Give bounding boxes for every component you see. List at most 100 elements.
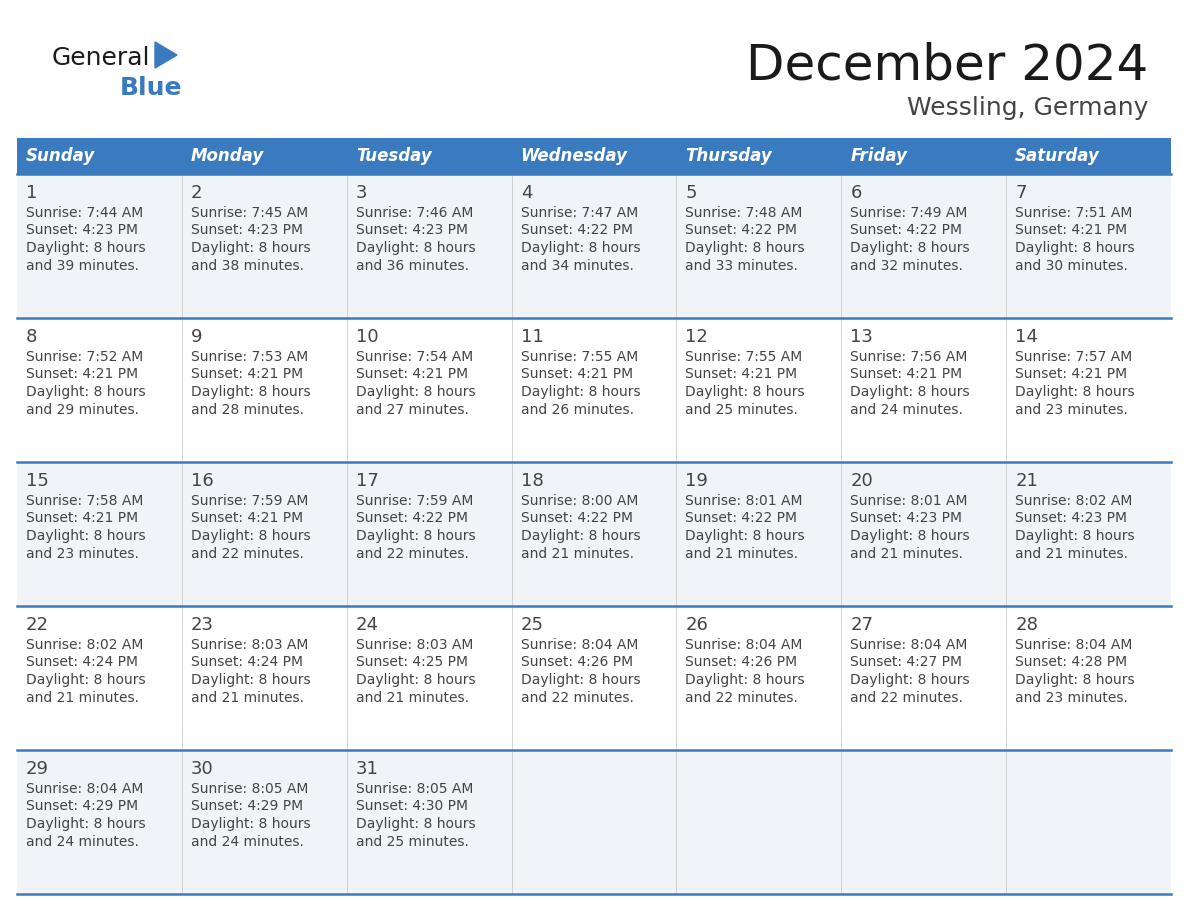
Text: Monday: Monday bbox=[191, 147, 264, 165]
Bar bbox=[17, 138, 182, 174]
Text: Daylight: 8 hours: Daylight: 8 hours bbox=[26, 817, 146, 831]
Text: Tuesday: Tuesday bbox=[355, 147, 431, 165]
Text: Wessling, Germany: Wessling, Germany bbox=[906, 96, 1148, 120]
Text: Sunrise: 7:51 AM: Sunrise: 7:51 AM bbox=[1015, 206, 1132, 220]
Text: Daylight: 8 hours: Daylight: 8 hours bbox=[685, 529, 805, 543]
Text: Daylight: 8 hours: Daylight: 8 hours bbox=[1015, 241, 1135, 255]
Text: Sunday: Sunday bbox=[26, 147, 95, 165]
Text: 22: 22 bbox=[26, 616, 49, 634]
Text: 20: 20 bbox=[851, 472, 873, 490]
Text: Daylight: 8 hours: Daylight: 8 hours bbox=[26, 529, 146, 543]
Text: Daylight: 8 hours: Daylight: 8 hours bbox=[685, 241, 805, 255]
Text: Sunset: 4:23 PM: Sunset: 4:23 PM bbox=[1015, 511, 1127, 525]
Text: Daylight: 8 hours: Daylight: 8 hours bbox=[685, 385, 805, 399]
Text: Sunrise: 7:59 AM: Sunrise: 7:59 AM bbox=[355, 494, 473, 508]
Text: Sunset: 4:22 PM: Sunset: 4:22 PM bbox=[355, 511, 468, 525]
Text: 10: 10 bbox=[355, 328, 378, 346]
Text: Sunrise: 8:04 AM: Sunrise: 8:04 AM bbox=[1015, 638, 1132, 652]
Text: Sunset: 4:21 PM: Sunset: 4:21 PM bbox=[851, 367, 962, 382]
Text: and 38 minutes.: and 38 minutes. bbox=[191, 259, 304, 273]
Text: 1: 1 bbox=[26, 184, 37, 202]
Text: Sunrise: 7:47 AM: Sunrise: 7:47 AM bbox=[520, 206, 638, 220]
Text: Sunrise: 8:03 AM: Sunrise: 8:03 AM bbox=[355, 638, 473, 652]
Text: and 24 minutes.: and 24 minutes. bbox=[26, 834, 139, 848]
Text: Sunrise: 8:02 AM: Sunrise: 8:02 AM bbox=[1015, 494, 1132, 508]
Bar bbox=[17, 750, 1171, 894]
Bar bbox=[182, 138, 347, 174]
Text: and 36 minutes.: and 36 minutes. bbox=[355, 259, 469, 273]
Text: Sunset: 4:22 PM: Sunset: 4:22 PM bbox=[685, 223, 797, 238]
Text: Sunset: 4:21 PM: Sunset: 4:21 PM bbox=[1015, 223, 1127, 238]
Text: Sunrise: 8:04 AM: Sunrise: 8:04 AM bbox=[685, 638, 803, 652]
Text: Sunset: 4:23 PM: Sunset: 4:23 PM bbox=[355, 223, 468, 238]
Text: Daylight: 8 hours: Daylight: 8 hours bbox=[191, 673, 310, 687]
Text: Sunrise: 8:03 AM: Sunrise: 8:03 AM bbox=[191, 638, 308, 652]
Bar bbox=[1006, 138, 1171, 174]
Text: Daylight: 8 hours: Daylight: 8 hours bbox=[520, 241, 640, 255]
Text: and 22 minutes.: and 22 minutes. bbox=[685, 690, 798, 704]
Text: 3: 3 bbox=[355, 184, 367, 202]
Text: Daylight: 8 hours: Daylight: 8 hours bbox=[685, 673, 805, 687]
Text: 31: 31 bbox=[355, 760, 379, 778]
Text: 17: 17 bbox=[355, 472, 379, 490]
Text: Sunset: 4:21 PM: Sunset: 4:21 PM bbox=[1015, 367, 1127, 382]
Text: and 23 minutes.: and 23 minutes. bbox=[26, 546, 139, 561]
Text: 11: 11 bbox=[520, 328, 543, 346]
Text: 27: 27 bbox=[851, 616, 873, 634]
Text: Sunset: 4:22 PM: Sunset: 4:22 PM bbox=[685, 511, 797, 525]
Text: Daylight: 8 hours: Daylight: 8 hours bbox=[520, 673, 640, 687]
Text: Daylight: 8 hours: Daylight: 8 hours bbox=[26, 673, 146, 687]
Text: Sunrise: 7:57 AM: Sunrise: 7:57 AM bbox=[1015, 350, 1132, 364]
Text: Daylight: 8 hours: Daylight: 8 hours bbox=[191, 817, 310, 831]
Text: Sunset: 4:22 PM: Sunset: 4:22 PM bbox=[851, 223, 962, 238]
Text: Daylight: 8 hours: Daylight: 8 hours bbox=[355, 385, 475, 399]
Text: Daylight: 8 hours: Daylight: 8 hours bbox=[191, 241, 310, 255]
Text: Sunset: 4:29 PM: Sunset: 4:29 PM bbox=[26, 800, 138, 813]
Text: 14: 14 bbox=[1015, 328, 1038, 346]
Text: 21: 21 bbox=[1015, 472, 1038, 490]
Text: and 22 minutes.: and 22 minutes. bbox=[520, 690, 633, 704]
Text: Daylight: 8 hours: Daylight: 8 hours bbox=[1015, 385, 1135, 399]
Text: December 2024: December 2024 bbox=[746, 41, 1148, 89]
Text: Daylight: 8 hours: Daylight: 8 hours bbox=[1015, 529, 1135, 543]
Text: Daylight: 8 hours: Daylight: 8 hours bbox=[355, 529, 475, 543]
Bar bbox=[17, 606, 1171, 750]
Text: 4: 4 bbox=[520, 184, 532, 202]
Text: and 39 minutes.: and 39 minutes. bbox=[26, 259, 139, 273]
Text: Daylight: 8 hours: Daylight: 8 hours bbox=[851, 241, 969, 255]
Text: Sunset: 4:24 PM: Sunset: 4:24 PM bbox=[26, 655, 138, 669]
Text: and 26 minutes.: and 26 minutes. bbox=[520, 402, 633, 417]
Text: Sunset: 4:22 PM: Sunset: 4:22 PM bbox=[520, 223, 632, 238]
Text: and 34 minutes.: and 34 minutes. bbox=[520, 259, 633, 273]
Text: 29: 29 bbox=[26, 760, 49, 778]
Text: Sunset: 4:21 PM: Sunset: 4:21 PM bbox=[355, 367, 468, 382]
Text: 24: 24 bbox=[355, 616, 379, 634]
Text: 9: 9 bbox=[191, 328, 202, 346]
Text: Daylight: 8 hours: Daylight: 8 hours bbox=[191, 385, 310, 399]
Bar bbox=[841, 138, 1006, 174]
Text: and 24 minutes.: and 24 minutes. bbox=[851, 402, 963, 417]
Text: and 33 minutes.: and 33 minutes. bbox=[685, 259, 798, 273]
Bar bbox=[17, 318, 1171, 462]
Text: Sunset: 4:23 PM: Sunset: 4:23 PM bbox=[191, 223, 303, 238]
Text: Thursday: Thursday bbox=[685, 147, 772, 165]
Bar bbox=[17, 174, 1171, 318]
Text: Daylight: 8 hours: Daylight: 8 hours bbox=[851, 673, 969, 687]
Text: Daylight: 8 hours: Daylight: 8 hours bbox=[1015, 673, 1135, 687]
Text: Blue: Blue bbox=[120, 76, 183, 100]
Text: 12: 12 bbox=[685, 328, 708, 346]
Text: 28: 28 bbox=[1015, 616, 1038, 634]
Text: Daylight: 8 hours: Daylight: 8 hours bbox=[520, 385, 640, 399]
Text: Sunrise: 7:55 AM: Sunrise: 7:55 AM bbox=[520, 350, 638, 364]
Text: Daylight: 8 hours: Daylight: 8 hours bbox=[355, 241, 475, 255]
Text: 2: 2 bbox=[191, 184, 202, 202]
Bar bbox=[512, 138, 676, 174]
Text: Sunrise: 8:04 AM: Sunrise: 8:04 AM bbox=[851, 638, 968, 652]
Text: Sunrise: 8:00 AM: Sunrise: 8:00 AM bbox=[520, 494, 638, 508]
Text: Sunrise: 7:52 AM: Sunrise: 7:52 AM bbox=[26, 350, 144, 364]
Text: and 21 minutes.: and 21 minutes. bbox=[851, 546, 963, 561]
Text: Sunrise: 8:02 AM: Sunrise: 8:02 AM bbox=[26, 638, 144, 652]
Text: 8: 8 bbox=[26, 328, 37, 346]
Text: 18: 18 bbox=[520, 472, 543, 490]
Text: General: General bbox=[52, 46, 151, 70]
